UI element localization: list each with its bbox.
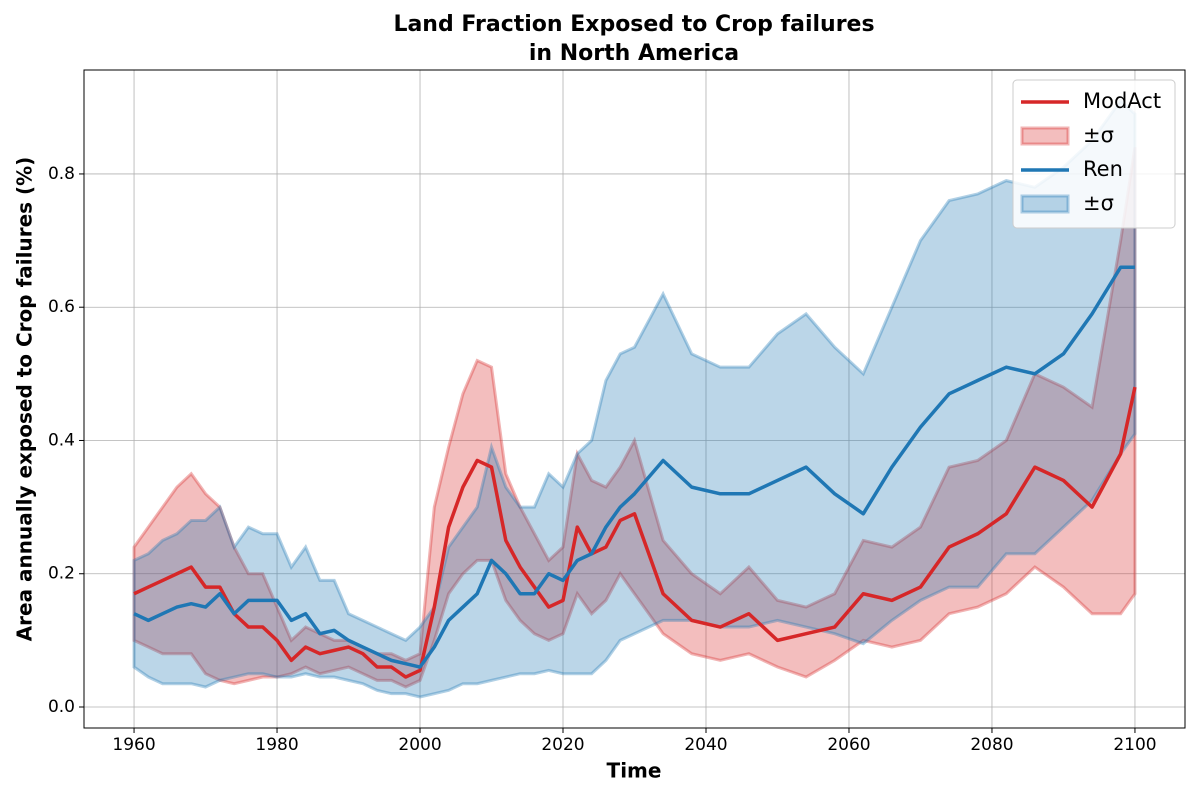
y-axis-label: Area annually exposed to Crop failures (… (13, 157, 37, 642)
legend: ModAct ±σ Ren ±σ (1012, 79, 1176, 229)
legend-label: ±σ (1083, 123, 1114, 147)
legend-label: ±σ (1083, 191, 1114, 215)
x-tick-label: 1960 (112, 735, 155, 755)
error-band (132, 147, 1137, 689)
x-tick-label: 1980 (255, 735, 298, 755)
x-tick-label: 2080 (970, 735, 1013, 755)
error-band (132, 98, 1137, 699)
plot-frame (83, 69, 1186, 729)
legend-label: ModAct (1083, 89, 1161, 113)
chart-title: Land Fraction Exposed to Crop failures i… (393, 12, 875, 66)
x-tick-label: 2000 (398, 735, 441, 755)
x-tick-label: 2060 (827, 735, 870, 755)
x-tick-label: 2040 (684, 735, 727, 755)
line (133, 386, 1137, 679)
x-tick-label: 2020 (541, 735, 584, 755)
y-tick-label: 0.4 (48, 430, 75, 450)
y-tick-label: 0.0 (48, 697, 75, 717)
legend-box (1012, 79, 1176, 229)
y-tick-label: 0.2 (48, 564, 75, 584)
x-tick-label: 2100 (1113, 735, 1156, 755)
line (133, 265, 1135, 669)
legend-patch (1020, 126, 1070, 146)
y-tick-label: 0.6 (48, 297, 75, 317)
y-tick-label: 0.8 (48, 164, 75, 184)
legend-label: Ren (1083, 157, 1123, 181)
x-axis-label: Time (607, 759, 662, 783)
legend-patch (1020, 194, 1070, 214)
